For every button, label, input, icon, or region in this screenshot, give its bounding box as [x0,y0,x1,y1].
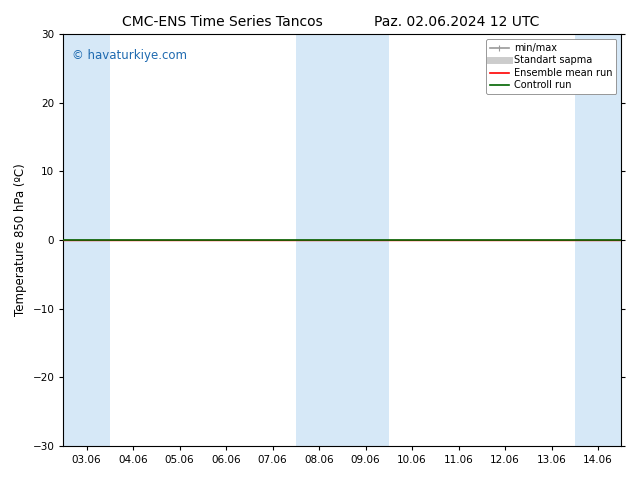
Y-axis label: Temperature 850 hPa (ºC): Temperature 850 hPa (ºC) [14,164,27,317]
Text: CMC-ENS Time Series Tancos: CMC-ENS Time Series Tancos [122,15,322,29]
Legend: min/max, Standart sapma, Ensemble mean run, Controll run: min/max, Standart sapma, Ensemble mean r… [486,39,616,94]
Bar [296,34,389,446]
Bar [575,34,621,446]
Text: Paz. 02.06.2024 12 UTC: Paz. 02.06.2024 12 UTC [374,15,539,29]
Bar [63,34,110,446]
Text: © havaturkiye.com: © havaturkiye.com [72,49,187,62]
